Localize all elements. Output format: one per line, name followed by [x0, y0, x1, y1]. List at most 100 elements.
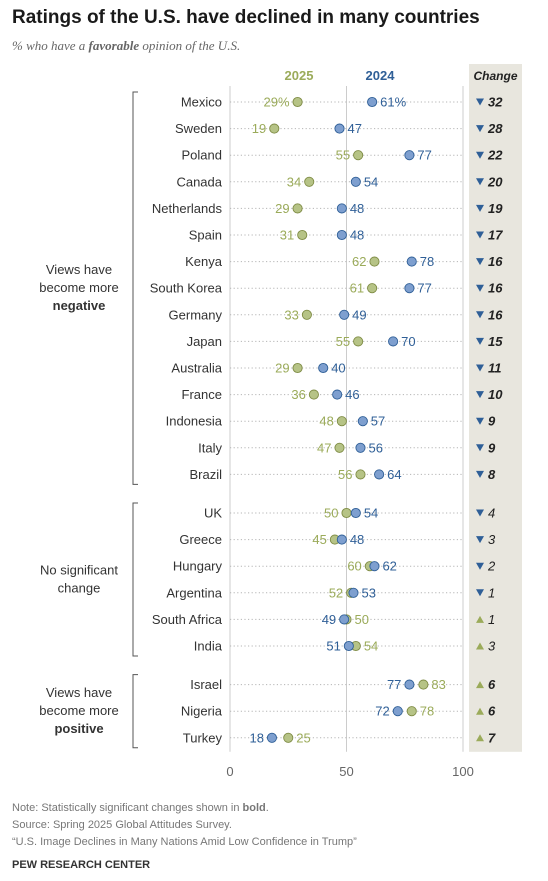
country-label: Hungary — [173, 559, 223, 574]
change-value: 2 — [487, 559, 496, 574]
value-label-2025: 47 — [317, 440, 331, 455]
value-label-2024: 48 — [350, 532, 364, 547]
value-label-2024: 57 — [371, 414, 385, 429]
dot-2024 — [404, 283, 415, 294]
value-label-2025: 56 — [338, 467, 352, 482]
change-down-arrow — [476, 391, 484, 399]
dot-2024 — [336, 203, 347, 214]
change-down-arrow — [476, 151, 484, 159]
dot-2024 — [334, 123, 345, 134]
value-label-2025: 61 — [350, 281, 364, 296]
country-label: Nigeria — [181, 704, 223, 719]
country-label: Israel — [190, 677, 222, 692]
dot-2024 — [367, 96, 378, 108]
country-label: France — [182, 387, 222, 402]
legend-2024: 2024 — [366, 68, 396, 83]
subtitle-before: % who have a — [12, 38, 89, 53]
change-down-arrow — [476, 589, 484, 597]
change-up-arrow — [476, 681, 484, 689]
change-down-arrow — [476, 204, 484, 212]
change-value: 9 — [488, 440, 496, 455]
change-value: 16 — [488, 307, 503, 322]
change-value: 7 — [488, 730, 496, 745]
value-label-2025: 83 — [431, 677, 445, 692]
dot-2025 — [353, 150, 364, 161]
dot-2024 — [348, 587, 359, 598]
dot-2025 — [292, 203, 303, 214]
value-label-2024: 77 — [417, 148, 431, 163]
note-bold: bold — [243, 802, 266, 814]
dot-2024 — [388, 336, 399, 347]
country-label: Spain — [189, 228, 222, 243]
country-label: South Africa — [152, 612, 223, 627]
legend-2025: 2025 — [285, 68, 314, 83]
change-value: 8 — [488, 467, 496, 482]
dot-2024 — [374, 469, 385, 480]
change-value: 9 — [488, 414, 496, 429]
subtitle-bold: favorable — [89, 38, 140, 53]
value-label-2024: 49 — [352, 307, 366, 322]
dot-2025 — [292, 362, 303, 374]
value-label-2024: 72 — [375, 704, 389, 719]
country-label: UK — [204, 506, 222, 521]
value-label-2024: 46 — [345, 387, 359, 402]
value-label-2025: 55 — [336, 148, 350, 163]
change-down-arrow — [476, 364, 484, 372]
value-label-2024: 53 — [361, 585, 375, 600]
value-label-2024: 64 — [387, 467, 401, 482]
group-bracket — [132, 674, 138, 749]
dot-2024 — [318, 362, 329, 374]
dot-2024 — [332, 389, 343, 400]
dot-2025 — [367, 283, 378, 294]
dot-2025 — [308, 389, 319, 400]
dot-2024 — [336, 534, 347, 545]
value-label-2024: 54 — [364, 174, 378, 189]
value-label-2024: 78 — [420, 254, 434, 269]
change-value: 16 — [488, 254, 503, 269]
dot-2025 — [369, 256, 380, 267]
note-text: Note: Statistically significant changes … — [12, 802, 269, 814]
country-label: Japan — [187, 334, 222, 349]
change-down-arrow — [476, 258, 484, 266]
change-down-arrow — [476, 231, 484, 239]
dot-2024 — [339, 309, 350, 320]
change-value: 4 — [488, 506, 495, 521]
value-label-2025: 50 — [355, 612, 369, 627]
dot-2025 — [406, 706, 417, 717]
group-label: Views have — [46, 685, 112, 700]
value-label-2025: 34 — [287, 174, 301, 189]
country-label: Netherlands — [152, 201, 223, 216]
dot-2025 — [418, 679, 429, 690]
value-label-2025: 60 — [347, 559, 361, 574]
change-down-arrow — [476, 337, 484, 345]
value-label-2025: 54 — [364, 639, 378, 654]
country-label: Poland — [182, 148, 222, 163]
source-text: Source: Spring 2025 Global Attitudes Sur… — [12, 819, 232, 831]
country-label: Argentina — [166, 585, 222, 600]
country-label: Kenya — [185, 254, 223, 269]
change-down-arrow — [476, 536, 484, 544]
value-label-2025: 50 — [324, 506, 338, 521]
country-label: India — [194, 639, 223, 654]
value-label-2024: 51 — [326, 639, 340, 654]
dot-2024 — [266, 732, 277, 743]
country-label: Australia — [171, 361, 222, 376]
dot-2024 — [350, 507, 361, 519]
country-label: Canada — [176, 174, 222, 189]
value-label-2024: 48 — [350, 228, 364, 243]
value-label-2025: 29 — [275, 201, 289, 216]
change-down-arrow — [476, 470, 484, 478]
group-label: become more — [39, 703, 118, 718]
change-down-arrow — [476, 444, 484, 452]
value-label-2024: 40 — [331, 361, 345, 376]
value-label-2024: 54 — [364, 506, 378, 521]
country-label: Germany — [169, 307, 223, 322]
group-label: change — [58, 581, 101, 596]
change-value: 28 — [487, 121, 503, 136]
dot-2025 — [334, 442, 345, 453]
country-label: Turkey — [183, 730, 223, 745]
value-label-2024: 77 — [387, 677, 401, 692]
dot-2025 — [269, 123, 280, 134]
